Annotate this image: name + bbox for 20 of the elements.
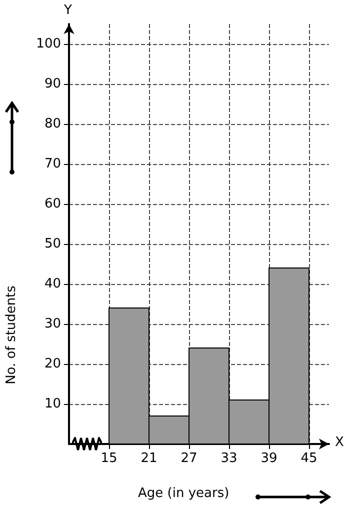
x-tick-label: 15 bbox=[100, 451, 118, 466]
x-tick-label: 21 bbox=[140, 451, 158, 466]
y-tick-label: 60 bbox=[44, 196, 61, 212]
y-tick-label: 100 bbox=[36, 36, 61, 52]
text: Y bbox=[63, 3, 72, 18]
x-tick-label: 39 bbox=[260, 451, 278, 466]
y-tick-label: 40 bbox=[44, 276, 61, 292]
y-tick-label: 70 bbox=[44, 156, 61, 172]
y-tick-label: 80 bbox=[44, 116, 61, 132]
y-axis-title: No. of students bbox=[4, 285, 19, 384]
text: X bbox=[335, 435, 344, 450]
y-tick-label: 20 bbox=[44, 356, 61, 372]
x-tick-label: 45 bbox=[300, 451, 318, 466]
y-tick-label: 50 bbox=[44, 236, 61, 252]
x-tick-label: 33 bbox=[220, 451, 238, 466]
y-tick-label: 30 bbox=[44, 316, 61, 332]
x-tick-label: 27 bbox=[180, 451, 198, 466]
y-tick-label: 90 bbox=[44, 76, 61, 92]
x-axis-title: Age (in years) bbox=[138, 486, 230, 501]
y-tick-label: 10 bbox=[44, 396, 61, 412]
